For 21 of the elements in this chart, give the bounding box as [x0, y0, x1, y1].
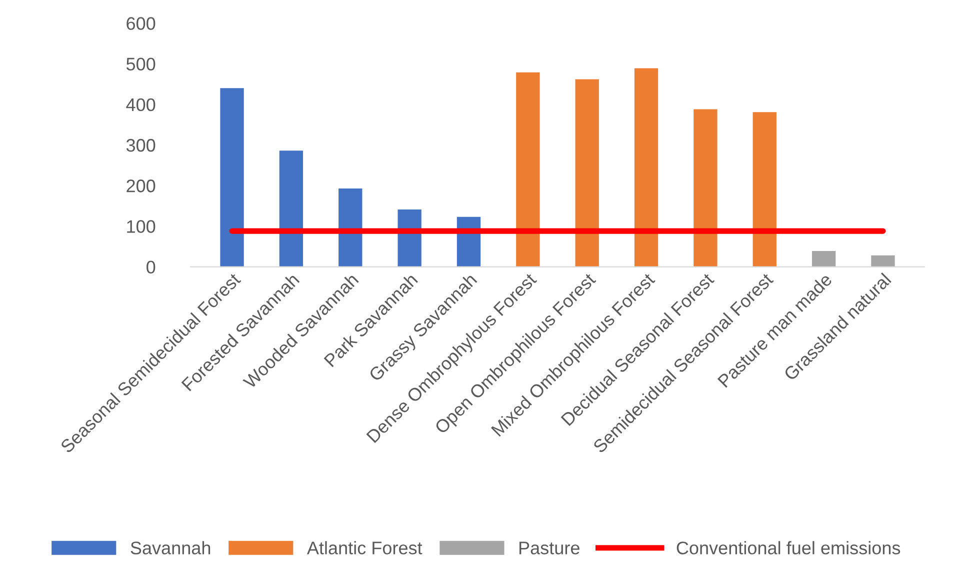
y-tick-label: 0: [146, 260, 156, 274]
y-tick-label: 300: [126, 138, 156, 152]
bar: [694, 109, 718, 267]
bar: [575, 79, 599, 267]
bar: [871, 255, 895, 267]
bar: [338, 188, 362, 267]
y-tick-label: 400: [126, 98, 156, 112]
y-tick-label: 100: [127, 220, 156, 233]
bar: [634, 68, 658, 267]
bar: [516, 72, 540, 267]
y-tick-label: 600: [126, 17, 156, 30]
legend-label: Conventional fuel emissions: [676, 541, 900, 554]
bar: [752, 112, 776, 267]
legend-label: Atlantic Forest: [306, 541, 422, 554]
y-tick-label: 500: [126, 58, 156, 71]
bar: [812, 250, 836, 267]
bar: [279, 150, 304, 267]
legend-label: Savannah: [130, 541, 210, 554]
y-tick-label: 200: [126, 180, 156, 192]
bar: [220, 88, 244, 267]
legend-label: Pasture: [519, 542, 580, 554]
